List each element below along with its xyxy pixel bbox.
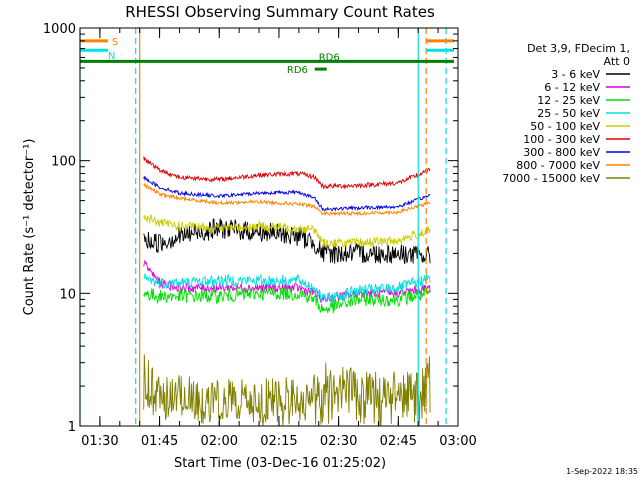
series-line-7 <box>143 182 431 217</box>
x-tick-label-2: 02:00 <box>201 434 238 449</box>
legend-entry-0: 3 - 6 keV <box>551 68 600 81</box>
legend-entry-7: 800 - 7000 keV <box>516 159 600 172</box>
data-layer <box>143 156 431 427</box>
x-axis-label: Start Time (03-Dec-16 01:25:02) <box>174 456 386 471</box>
legend-entry-4: 50 - 100 keV <box>530 120 600 133</box>
series-line-5 <box>143 156 431 190</box>
series-line-1 <box>143 260 431 303</box>
x-tick-label-5: 02:45 <box>380 434 417 449</box>
series-line-6 <box>143 175 431 212</box>
legend-entry-3: 25 - 50 keV <box>537 107 600 120</box>
legend-entry-1: 6 - 12 keV <box>544 81 600 94</box>
legend-header-0: Det 3,9, FDecim 1, <box>527 42 630 55</box>
x-tick-label-3: 02:15 <box>260 434 297 449</box>
x-tick-label-1: 01:45 <box>141 434 178 449</box>
series-line-2 <box>143 286 431 314</box>
annotation-label-3: RD6 <box>287 65 308 76</box>
y-tick-label-1: 10 <box>59 287 76 302</box>
annotation-label-2: RD6 <box>319 52 340 63</box>
x-tick-label-4: 02:30 <box>320 434 357 449</box>
y-axis-label: Count Rate (s⁻¹ detector⁻¹) <box>22 139 37 316</box>
y-tick-label-2: 100 <box>51 155 76 170</box>
series-line-8 <box>143 354 431 427</box>
series-line-3 <box>143 273 431 304</box>
annotation-label-0: S <box>112 37 118 48</box>
footer-date: 1-Sep-2022 18:35 <box>566 467 638 476</box>
chart-title: RHESSI Observing Summary Count Rates <box>125 3 435 21</box>
series-line-4 <box>143 214 431 248</box>
x-tick-label-0: 01:30 <box>81 434 118 449</box>
x-tick-label-6: 03:00 <box>439 434 476 449</box>
y-tick-label-3: 1000 <box>43 22 76 37</box>
legend-entry-2: 12 - 25 keV <box>537 94 600 107</box>
legend-entry-8: 7000 - 15000 keV <box>502 172 600 185</box>
plot-frame <box>79 27 459 427</box>
legend-entry-5: 100 - 300 keV <box>523 133 600 146</box>
axis-layer: 1 10 100 1000 01:30 01:45 02:00 02:15 02:30 02:45… <box>43 22 477 449</box>
legend-header-1: Att 0 <box>604 55 630 68</box>
annotation-label-1: N <box>108 51 115 62</box>
y-tick-label-0: 1 <box>68 420 76 435</box>
legend-entry-6: 300 - 800 keV <box>523 146 600 159</box>
